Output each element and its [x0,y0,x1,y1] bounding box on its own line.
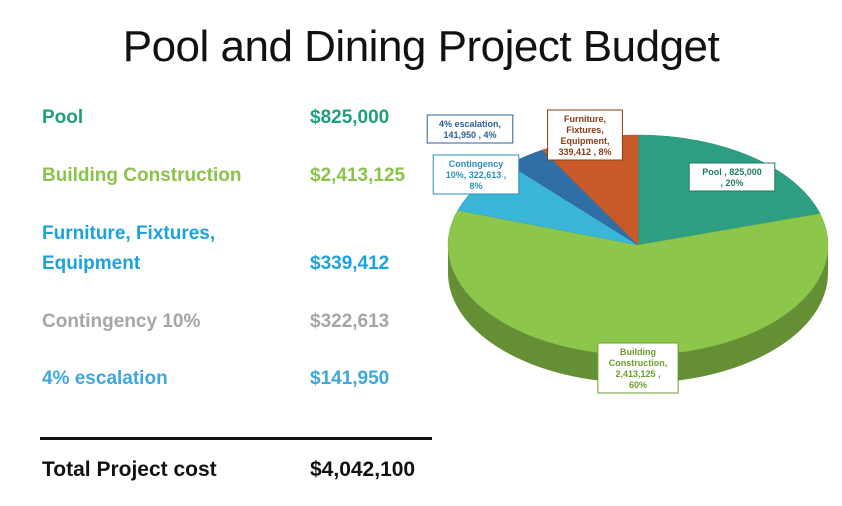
data-label-0-line-1: , 20% [720,178,743,188]
data-label-4-line-2: Equipment, [561,136,610,146]
page-title: Pool and Dining Project Budget [122,22,720,71]
data-label-4-line-3: 339,412 , 8% [558,147,611,157]
data-label-3-line-1: 141,950 , 4% [443,130,496,140]
pie-chart: Pool , 825,000, 20% BuildingConstruction,… [426,109,829,394]
total-label: Total Project cost [42,458,217,481]
row-label: Contingency 10% [42,311,201,332]
row-label: Pool [42,107,84,128]
data-label-box-4 [547,109,623,161]
pie-slice-side-1 [448,245,828,383]
data-label-box-3 [426,114,514,144]
data-label-1-line-2: 2,413,125 , [615,369,660,379]
data-label-4-line-1: Fixtures, [566,125,604,135]
data-label-0-line-0: Pool , 825,000 [702,167,762,177]
data-label-box-0 [688,162,776,192]
row-value: $339,412 [310,253,390,274]
total-value: $4,042,100 [310,458,416,481]
total-row: Total Project cost $4,042,100 [42,458,415,482]
data-label-2-line-1: 10%, 322,613 , [446,170,507,180]
data-label-1-line-1: Construction, [609,358,668,368]
data-label-2-line-2: 8% [469,181,482,191]
data-label-box-2 [432,154,520,195]
data-label-1-line-3: 60% [629,380,647,390]
data-label-box-1 [597,342,679,394]
row-label: Building Construction [42,165,242,186]
row-value: $322,613 [310,311,390,332]
row-label: 4% escalation [42,368,168,389]
row-label: Furniture, Fixtures, Equipment [42,223,216,274]
row-value: $2,413,125 [310,165,406,186]
data-label-3-line-0: 4% escalation, [439,119,501,129]
data-label-2-line-0: Contingency [449,159,504,169]
row-value: $825,000 [310,107,390,128]
total-divider [40,437,432,440]
data-label-4-line-0: Furniture, [564,114,606,124]
row-value: $141,950 [310,368,390,389]
data-label-1-line-0: Building [620,347,656,357]
